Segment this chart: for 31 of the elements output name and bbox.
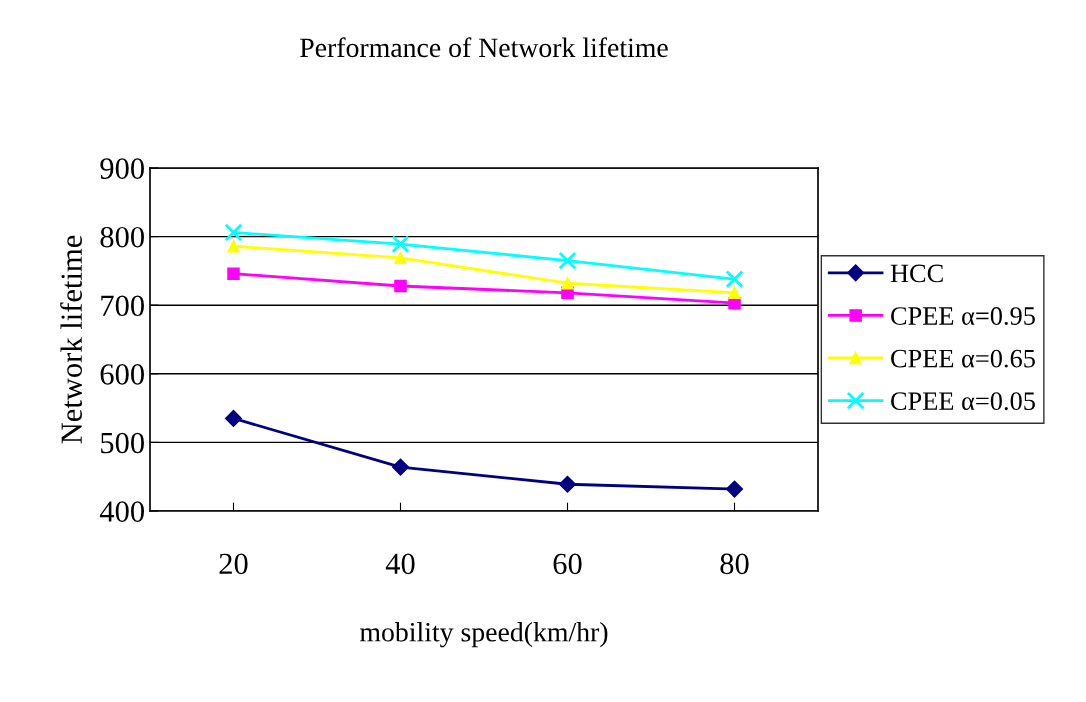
- y-tick-label: 900: [100, 158, 144, 179]
- point: [224, 223, 243, 242]
- x-tick-label: 60: [553, 553, 582, 575]
- point: [391, 458, 410, 476]
- y-axis-title: Network lifetime: [60, 235, 82, 444]
- x-tick-label: 80: [720, 553, 749, 575]
- point: [394, 279, 407, 293]
- point: [394, 251, 407, 265]
- y-tick-label: 700: [101, 295, 144, 317]
- x-tick-label: 20: [219, 553, 248, 575]
- x-axis-title: mobility speed(km/hr): [359, 622, 608, 648]
- legend-label: CPEE α=0.65: [891, 349, 1035, 368]
- y-tick-label: 800: [100, 226, 144, 248]
- point: [725, 270, 744, 289]
- x-tick-label: 40: [385, 553, 415, 575]
- point: [558, 251, 577, 270]
- point: [224, 409, 243, 427]
- y-tick-label: 400: [99, 501, 144, 522]
- point: [725, 480, 744, 498]
- legend-label: CPEE α=0.05: [891, 392, 1035, 411]
- point: [728, 286, 741, 300]
- point: [558, 475, 577, 493]
- y-tick-label: 600: [100, 364, 144, 385]
- point: [227, 267, 240, 280]
- legend-label: CPEE α=0.95: [891, 307, 1035, 326]
- point: [391, 235, 410, 254]
- y-tick-label: 500: [101, 432, 144, 454]
- legend-label: HCC: [890, 264, 943, 283]
- chart-title: Performance of Network lifetime: [300, 37, 668, 58]
- point: [561, 276, 574, 290]
- point: [227, 239, 240, 253]
